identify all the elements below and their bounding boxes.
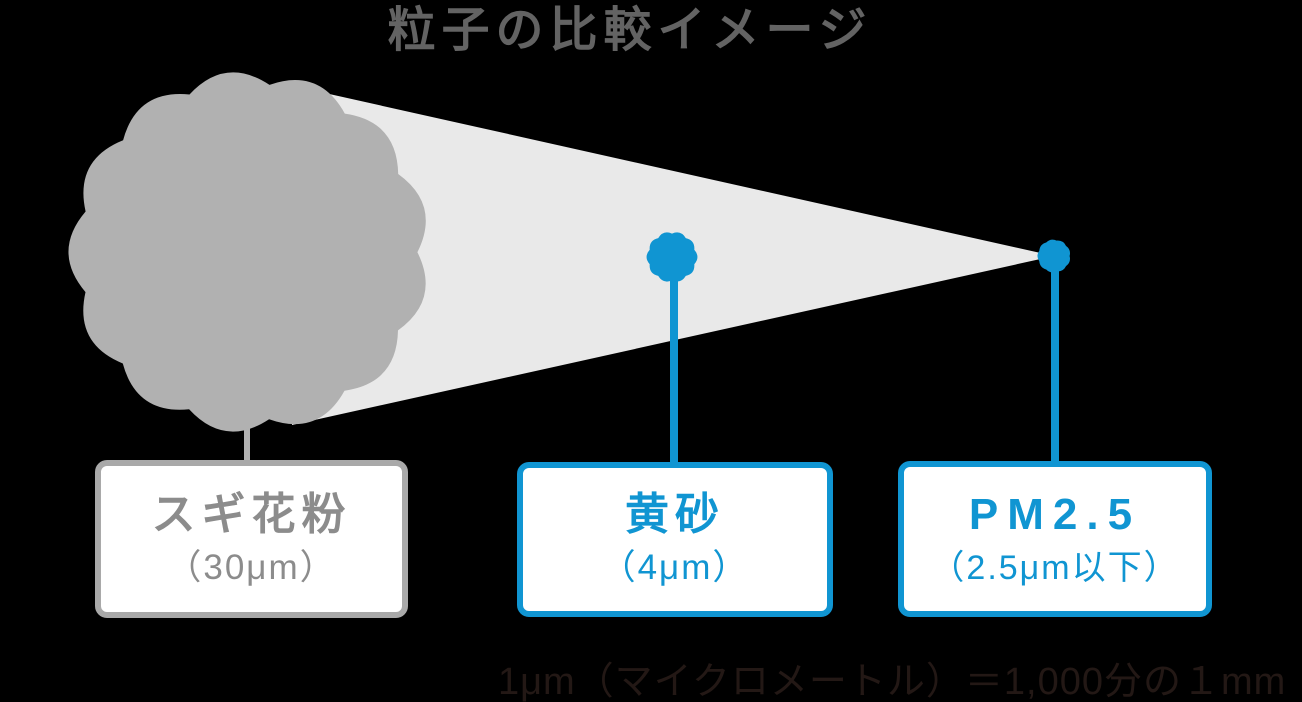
- sugi-pollen-particle: [68, 72, 426, 432]
- label-box-kosa: 黄砂 （4μm）: [517, 462, 833, 617]
- kosa-particle: [646, 232, 698, 282]
- pm25-size: （2.5μm以下）: [930, 548, 1180, 587]
- kosa-size: （4μm）: [600, 548, 750, 588]
- pm25-name: PM2.5: [968, 490, 1142, 540]
- sugi-name: スギ花粉: [151, 489, 352, 539]
- diagram-title: 粒子の比較イメージ: [387, 4, 873, 57]
- kosa-name: 黄砂: [625, 490, 725, 540]
- sugi-size: （30μm）: [166, 547, 337, 587]
- pm25-particle: [1037, 239, 1071, 273]
- label-box-sugi: スギ花粉 （30μm）: [95, 460, 408, 618]
- micrometer-footnote: 1μm（マイクロメートル）＝1,000分の１mm: [498, 661, 1287, 702]
- label-box-pm25: PM2.5 （2.5μm以下）: [898, 461, 1212, 617]
